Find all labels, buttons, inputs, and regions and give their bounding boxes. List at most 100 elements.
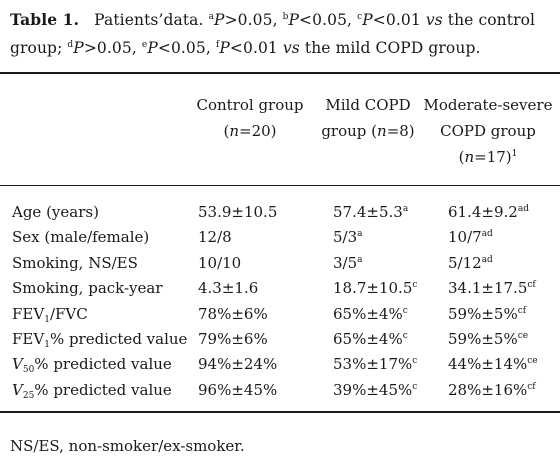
row-label-text: FEV [12,330,45,348]
cell-value: 59%±5% [448,330,518,348]
caption-text: the control group; [10,11,536,57]
cell-value: 78%±6% [198,304,268,323]
table-cell: 5/3a [333,225,363,250]
cell-significance-sup: c [412,356,418,367]
table-cell: 53%±17%c [333,352,417,377]
caption-intro: Patients’data. [94,11,204,29]
cell-value: 96%±45% [198,380,278,399]
column-header-line: Moderate-severe [423,96,553,114]
cell-significance-sup: a [402,204,409,214]
column-header-n: (n=20) [188,118,312,144]
table-cell: 18.7±10.5c [333,276,417,301]
row-label-text: % predicted value [34,380,172,399]
cell-value: 10/10 [198,253,242,272]
table-cell: 79%±6% [198,327,268,352]
table-cell: 3/5a [333,251,363,276]
cell-significance-sup: a [357,229,363,240]
row-label-text: % predicted value [49,330,188,348]
table-cell: 57.4±5.3a [333,200,408,225]
row-label: V25% predicted value [12,378,172,403]
row-label: Sex (male/female) [12,228,150,247]
cell-value: 5/3 [333,228,358,247]
column-header-line: Control group [196,96,304,114]
table-cell: 28%±16%cf [448,378,536,403]
cell-significance-sup: c [412,280,418,291]
cell-value: 65%±4% [333,304,403,323]
table-cell: 78%±6% [198,302,268,327]
row-label-subscript: 1 [44,340,50,350]
cell-value: 53%±17% [333,355,413,374]
cell-value: 18.7±10.5 [333,279,413,298]
table-cell: 59%±5%cf [448,302,526,327]
row-label: FEV1% predicted value [12,327,187,352]
table-cell: 10/10 [198,251,241,276]
column-header-text: ( [458,148,465,166]
caption-text: >0.05, [224,11,283,29]
row-label-text: FEV [12,304,45,323]
cell-value: 4.3±1.6 [198,279,259,298]
table-cell: 39%±45%c [333,378,417,403]
table-label: Table 1. [10,10,80,29]
table-row: V25% predicted value 96%±45% 39%±45%c 28%±1… [0,378,560,403]
caption-vs: vs [425,11,443,29]
n-variable: n [229,122,239,140]
table-cell: 94%±24% [198,352,277,377]
table-caption: Table 1. Patients’data. aP>0.05, bP<0.05… [10,6,552,62]
cell-significance-sup: ad [517,204,529,214]
cell-significance-sup: ad [481,229,493,240]
cell-significance-sup: ce [527,356,538,367]
caption-text: <0.05, [299,11,358,29]
column-header-n: (n=17)1 [416,144,560,170]
table-footnote: NS/ES, non-smoker/ex-smoker. [10,437,245,455]
caption-sup: b [282,12,289,22]
row-label-subscript: 1 [44,314,50,325]
table-cell: 53.9±10.5 [198,200,277,225]
cell-value: 39%±45% [333,380,413,399]
n-variable: n [377,122,387,140]
table-cell: 61.4±9.2ad [448,200,529,225]
caption-text: <0.01 [372,11,426,29]
caption-sup: e [141,40,148,50]
cell-value: 94%±24% [198,355,278,374]
cell-value: 34.1±17.5 [448,279,528,298]
caption-p: P [214,11,225,29]
cell-value: 3/5 [333,253,358,272]
row-label: FEV1/FVC [12,302,88,327]
cell-value: 79%±6% [198,330,268,348]
table-row: FEV1/FVC 78%±6% 65%±4%c 59%±5%cf [0,302,560,327]
row-label: V50% predicted value [12,352,172,377]
caption-sup: a [208,12,215,22]
cell-value: 59%±5% [448,304,518,323]
cell-significance-sup: cf [517,305,527,316]
table-header-rule [0,185,560,186]
table-row: FEV1% predicted value 79%±6% 65%±4%c 59%±5%… [0,327,560,352]
row-label-text: V [12,355,23,374]
cell-significance-sup: a [357,254,363,265]
cell-value: 53.9±10.5 [198,203,278,221]
row-label-text: % predicted value [34,355,172,374]
caption-sup: f [215,40,220,50]
caption-text: >0.05, [83,39,142,57]
row-label: Smoking, NS/ES [12,253,138,272]
cell-significance-sup: cf [527,381,536,392]
table-cell: 65%±4%c [333,302,408,327]
caption-text: <0.01 [229,39,283,57]
column-header-text: =20) [239,122,277,140]
row-label: Age (years) [12,203,99,221]
row-label-subscript: 25 [22,390,35,401]
table-row: Smoking, NS/ES 10/10 3/5a 5/12ad [0,251,560,276]
caption-p: P [362,11,373,29]
cell-value: 28%±16% [448,380,528,399]
caption-p: P [147,39,158,57]
column-header-control: Control group (n=20) [188,92,312,144]
caption-vs: vs [282,39,300,57]
caption-p: P [219,39,230,57]
table-cell: 12/8 [198,225,232,250]
cell-value: 57.4±5.3 [333,203,403,221]
table-row: Smoking, pack-year 4.3±1.6 18.7±10.5c 34.1±… [0,276,560,301]
column-header-line: COPD group [440,122,536,140]
cell-significance-sup: c [412,381,418,392]
row-label-text: V [12,380,23,399]
column-header-line: Mild COPD [325,96,411,114]
caption-p: P [288,11,300,29]
